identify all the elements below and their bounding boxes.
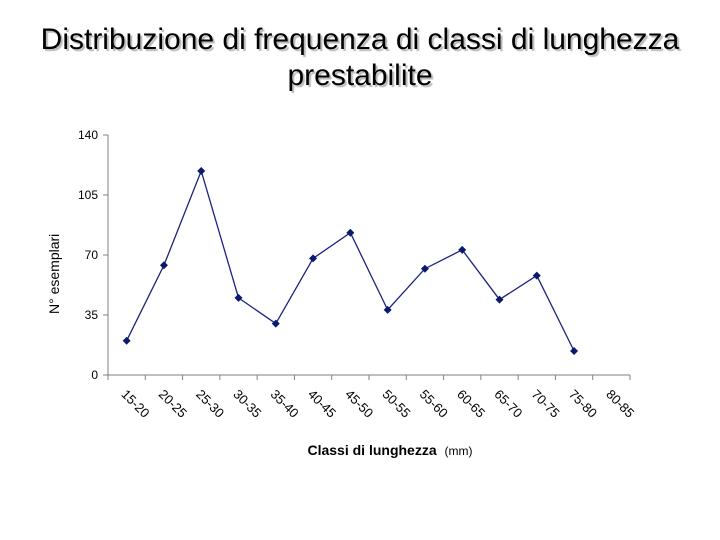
data-point: [271, 319, 280, 328]
x-tick-label: 60-65: [454, 387, 488, 421]
data-point: [495, 295, 504, 304]
y-tick-labels: 0 35 70 105 140: [78, 128, 98, 382]
chart-title: Distribuzione di frequenza di classi di …: [40, 23, 680, 92]
x-axis-label-text: Classi di lunghezza: [307, 442, 436, 458]
x-tick-label: 80-85: [603, 387, 637, 421]
x-tick-label: 70-75: [529, 387, 563, 421]
x-axis-unit: (mm): [445, 444, 473, 458]
x-tick-label: 75-80: [566, 387, 600, 421]
series-group: [122, 167, 579, 355]
x-tick-label: 25-30: [193, 387, 227, 421]
y-tick-label: 140: [78, 128, 98, 142]
data-point: [122, 336, 131, 345]
data-point: [309, 254, 318, 263]
data-point: [159, 261, 168, 270]
data-point: [346, 228, 355, 237]
data-point: [197, 167, 206, 175]
data-point: [383, 305, 392, 314]
x-tick-label: 65-70: [491, 387, 525, 421]
series-line: [126, 169, 575, 352]
x-tick-label: 35-40: [268, 387, 302, 421]
data-point: [458, 245, 467, 254]
x-tick-label: 30-35: [230, 387, 264, 421]
x-tick-label: 20-25: [156, 387, 190, 421]
x-tick-label: 50-55: [380, 387, 414, 421]
y-tick-label: 105: [78, 188, 98, 202]
x-tick-label: 55-60: [417, 387, 451, 421]
data-point: [420, 264, 429, 273]
data-point: [532, 271, 541, 280]
y-tick-label: 70: [85, 248, 99, 262]
x-tick-labels: 15-20 20-25 25-30 30-35 35-40 40-45 45-50 50-55…: [119, 387, 638, 421]
x-axis-label: Classi di lunghezza (mm): [307, 442, 472, 458]
y-tick-label: 0: [91, 368, 98, 382]
chart-axes: [103, 134, 631, 380]
data-point: [234, 293, 243, 302]
x-tick-label: 45-50: [342, 387, 376, 421]
data-point: [570, 347, 579, 355]
x-tick-label: 15-20: [119, 387, 153, 421]
y-tick-label: 35: [85, 308, 99, 322]
x-tick-label: 40-45: [305, 387, 339, 421]
